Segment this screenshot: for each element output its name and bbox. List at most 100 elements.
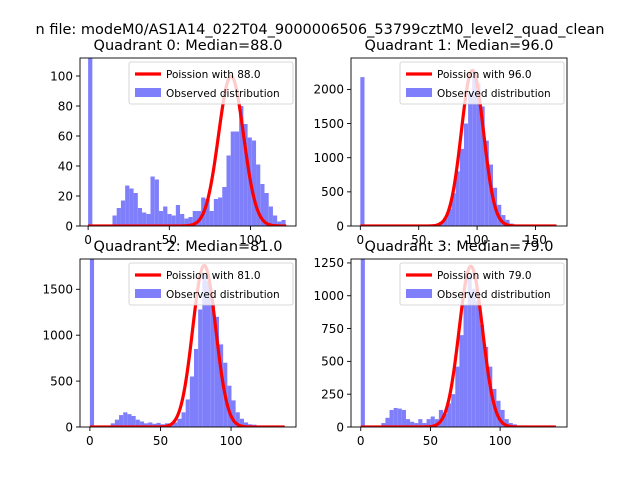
histogram-bar <box>148 422 153 427</box>
histogram-bar <box>414 423 419 427</box>
quadrant-title: Quadrant 1: Median=96.0 <box>365 38 554 54</box>
axes-frame <box>350 57 568 227</box>
histogram-bar <box>218 344 224 427</box>
histogram-bar <box>175 205 181 226</box>
histogram-bar <box>455 171 460 226</box>
histogram-bar <box>459 335 464 427</box>
histogram-bar <box>500 409 505 427</box>
y-tick-label: 1500 <box>42 283 73 297</box>
histogram-bar <box>231 400 236 427</box>
histogram-bar <box>173 422 178 427</box>
histogram-bar <box>88 58 93 226</box>
histogram-bar <box>484 140 489 226</box>
histogram-bar <box>184 218 189 226</box>
x-tick-label: 0 <box>357 434 365 448</box>
y-tick-label: 750 <box>321 322 344 336</box>
histogram-bar <box>133 193 138 226</box>
histogram-bar <box>156 422 161 427</box>
histogram-bar <box>243 124 248 226</box>
y-tick-label: 500 <box>50 374 73 388</box>
histogram-bar <box>397 408 402 427</box>
quadrant-1-data <box>359 68 558 226</box>
legend-fit-label: Poission with 96.0 <box>437 69 532 81</box>
histogram-bar <box>467 276 472 427</box>
legend: Poission with 79.0 Observed distribution <box>399 262 565 306</box>
histogram-bar <box>504 419 509 427</box>
y-tick-label: 80 <box>58 99 73 113</box>
histogram-bar <box>463 123 469 226</box>
x-tick-label: 0 <box>84 233 92 247</box>
axes-frame <box>79 258 297 428</box>
legend-hist-label: Observed distribution <box>166 88 280 100</box>
histogram-bar <box>227 385 232 427</box>
histogram-bar <box>192 211 197 226</box>
legend-fit-label: Poission with 79.0 <box>437 270 532 282</box>
legend: Poission with 81.0 Observed distribution <box>128 262 294 306</box>
histogram-bar <box>277 221 282 226</box>
histogram-bar <box>239 418 244 427</box>
x-tick-label: 50 <box>411 233 426 247</box>
histogram-bar <box>405 419 411 427</box>
y-tick-label: 0 <box>65 420 73 434</box>
histogram-bar <box>447 208 452 226</box>
histogram-bar <box>144 423 149 427</box>
histogram-bar <box>475 301 480 427</box>
y-tick-label: 1500 <box>313 117 344 131</box>
x-tick-label: 0 <box>357 233 365 247</box>
y-tick-label: 1000 <box>313 151 344 165</box>
histogram-bar <box>463 304 468 427</box>
y-tick-label: 1000 <box>313 289 344 303</box>
histogram-bar <box>205 199 210 226</box>
quadrant-title: Quadrant 2: Median=81.0 <box>94 239 283 255</box>
histogram-bar <box>89 259 95 427</box>
histogram-bar <box>110 423 115 427</box>
y-tick-label: 0 <box>336 219 344 233</box>
histogram-bar <box>214 316 219 427</box>
y-tick-label: 2000 <box>313 83 344 97</box>
histogram-bar <box>472 75 477 226</box>
legend-fit-label: Poission with 81.0 <box>166 270 261 282</box>
histogram-bar <box>112 215 117 226</box>
histogram-bar <box>360 259 365 427</box>
histogram-bar <box>210 304 215 427</box>
histogram-bar <box>218 197 223 226</box>
y-tick-label: 1250 <box>313 256 344 270</box>
histogram-bar <box>256 164 261 226</box>
histogram-bar <box>430 416 435 427</box>
legend-box <box>128 61 294 105</box>
histogram-bar <box>213 199 219 226</box>
histogram-bar <box>455 366 460 427</box>
histogram-bar <box>418 419 423 427</box>
histogram-bar <box>422 423 427 427</box>
histogram-bar <box>154 179 159 226</box>
legend-hist-swatch <box>135 289 161 298</box>
x-tick-label: 100 <box>239 233 262 247</box>
histogram-bar <box>125 185 130 226</box>
legend-box <box>399 262 565 306</box>
histogram-bar <box>268 206 273 226</box>
histogram-bar <box>189 376 194 427</box>
histogram-bar <box>389 409 394 427</box>
histogram-bar <box>139 421 145 427</box>
y-tick-label: 60 <box>58 129 73 143</box>
histogram-bar <box>480 106 485 226</box>
histogram-bar <box>239 106 244 226</box>
histogram-bar <box>484 346 489 427</box>
y-tick-label: 40 <box>58 159 73 173</box>
histogram-bar <box>127 414 132 427</box>
histogram-bar <box>180 214 185 226</box>
histogram-bar <box>281 220 286 226</box>
histogram-bar <box>226 155 231 226</box>
figure-suptitle: n file: modeM0/AS1A14_022T04_9000006506_… <box>36 22 605 38</box>
histogram-bar <box>198 309 203 427</box>
histogram-bar <box>206 281 211 427</box>
legend: Poission with 88.0 Observed distribution <box>128 61 294 105</box>
histogram-bar <box>194 348 199 427</box>
histogram-bar <box>202 274 207 427</box>
y-tick-label: 500 <box>321 185 344 199</box>
histogram-bar <box>181 412 186 427</box>
legend-hist-swatch <box>406 289 432 298</box>
histogram-bar <box>185 399 190 427</box>
legend-hist-label: Observed distribution <box>437 88 551 100</box>
